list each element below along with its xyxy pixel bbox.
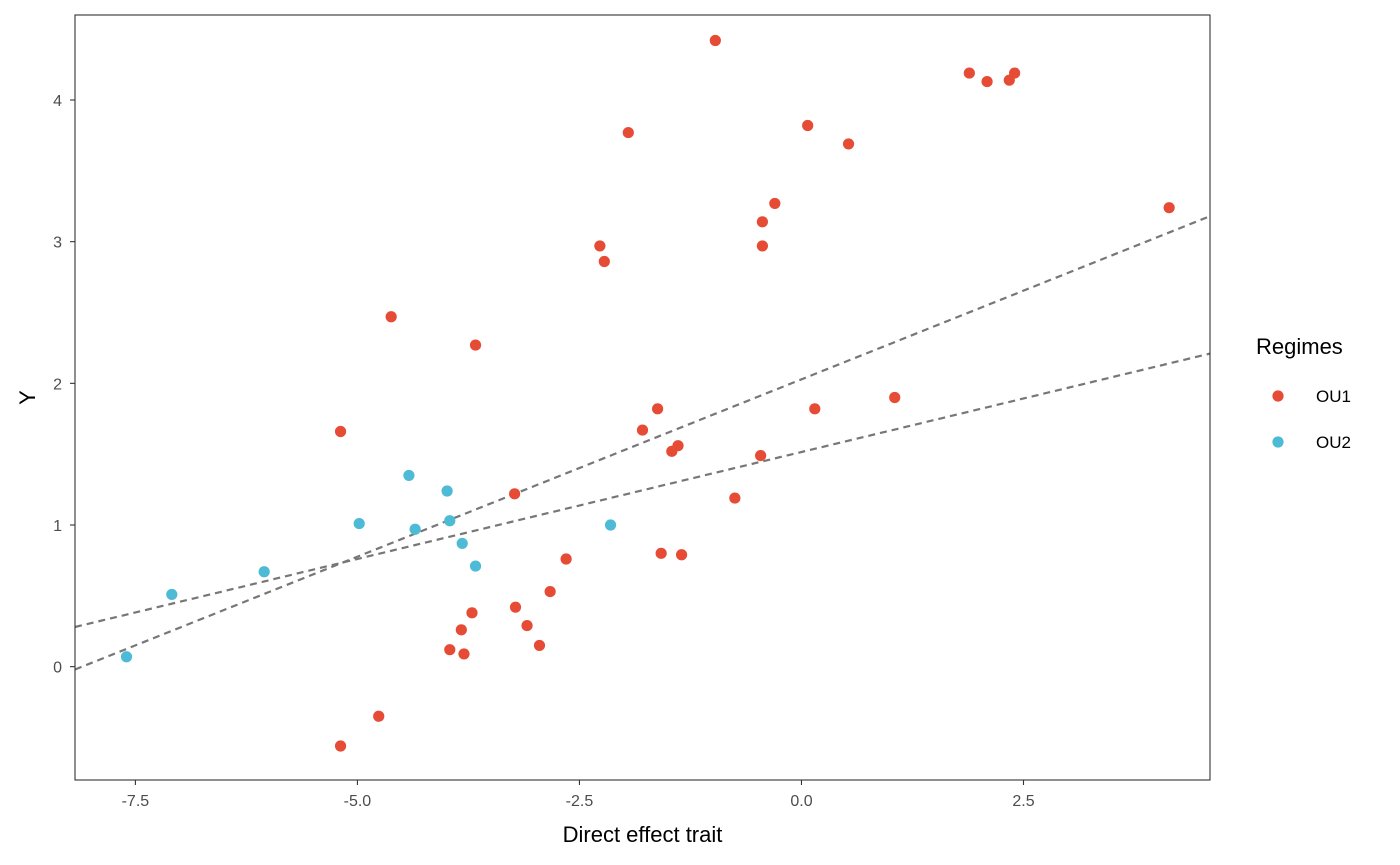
x-tick-label: -5.0 xyxy=(344,793,372,810)
point-ou1-1 xyxy=(709,34,721,47)
legend-key-ou1 xyxy=(1272,390,1284,402)
point-ou2-1 xyxy=(403,469,415,482)
point-ou1-13 xyxy=(594,240,606,252)
point-ou1-29 xyxy=(560,553,572,565)
reference-line-2 xyxy=(74,352,1211,629)
point-ou1-30 xyxy=(544,585,556,598)
x-axis: -7.5 -5.0 -2.5 0.0 2.5 xyxy=(122,780,1035,810)
point-ou1-37 xyxy=(458,648,470,660)
point-ou1-8 xyxy=(842,138,855,150)
point-ou1-31 xyxy=(509,601,522,613)
point-ou1-3 xyxy=(981,75,993,88)
point-ou1-25 xyxy=(509,488,521,500)
point-ou2-6 xyxy=(604,519,617,531)
y-tick-label: 2 xyxy=(53,376,62,393)
point-ou1-11 xyxy=(756,216,768,228)
point-ou1-32 xyxy=(466,607,478,619)
point-ou2-7 xyxy=(456,537,468,550)
point-ou1-28 xyxy=(675,549,688,561)
y-tick-label: 3 xyxy=(53,235,62,252)
point-ou1-23 xyxy=(666,445,678,457)
data-points xyxy=(120,34,1175,752)
point-ou1-33 xyxy=(521,619,533,632)
point-ou1-2 xyxy=(963,67,975,79)
x-tick-label: 2.5 xyxy=(1012,793,1034,810)
point-ou2-9 xyxy=(258,566,270,578)
point-ou1-27 xyxy=(655,547,667,559)
point-ou1-18 xyxy=(809,403,821,415)
point-ou1-16 xyxy=(469,339,482,351)
x-axis-title: Direct effect trait xyxy=(563,822,723,847)
point-ou1-19 xyxy=(651,403,664,415)
point-ou1-15 xyxy=(385,311,397,323)
point-ou2-4 xyxy=(353,517,365,530)
point-ou1-20 xyxy=(636,424,649,436)
point-ou1-14 xyxy=(598,255,610,268)
y-tick-label: 4 xyxy=(53,93,62,110)
point-ou2-2 xyxy=(441,485,453,497)
point-ou2-11 xyxy=(120,651,133,663)
point-ou1-17 xyxy=(889,391,901,404)
legend: Regimes OU1 OU2 xyxy=(1256,334,1351,452)
point-ou1-26 xyxy=(729,492,741,504)
legend-title: Regimes xyxy=(1256,334,1343,359)
point-ou1-36 xyxy=(444,644,456,656)
point-ou2-10 xyxy=(166,588,178,601)
point-ou1-12 xyxy=(756,240,768,252)
x-tick-label: -7.5 xyxy=(122,793,150,810)
point-ou1-24 xyxy=(755,449,767,462)
legend-label-ou2: OU2 xyxy=(1316,433,1351,452)
point-ou1-7 xyxy=(802,119,814,132)
y-axis-title: Y xyxy=(15,390,40,405)
point-ou1-34 xyxy=(455,624,467,636)
legend-key-ou2 xyxy=(1272,436,1284,448)
point-ou1-21 xyxy=(334,425,347,438)
point-ou2-3 xyxy=(444,515,456,527)
point-ou1-9 xyxy=(1163,202,1175,214)
y-tick-label: 0 xyxy=(53,660,62,677)
panel-border xyxy=(74,14,1211,781)
x-tick-label: -2.5 xyxy=(566,793,594,810)
point-ou1-39 xyxy=(334,740,347,752)
point-ou1-35 xyxy=(533,639,546,652)
point-ou1-38 xyxy=(373,710,385,722)
point-ou2-5 xyxy=(409,523,421,535)
y-axis: 0 1 2 3 4 xyxy=(53,93,75,677)
reference-lines xyxy=(74,215,1211,671)
point-ou2-8 xyxy=(469,560,482,572)
point-ou1-10 xyxy=(769,197,781,210)
point-ou1-5 xyxy=(1009,67,1021,79)
legend-label-ou1: OU1 xyxy=(1316,387,1351,406)
y-tick-label: 1 xyxy=(53,518,62,535)
x-tick-label: 0.0 xyxy=(790,793,812,810)
reference-line-1 xyxy=(74,215,1211,671)
point-ou1-6 xyxy=(622,126,634,139)
